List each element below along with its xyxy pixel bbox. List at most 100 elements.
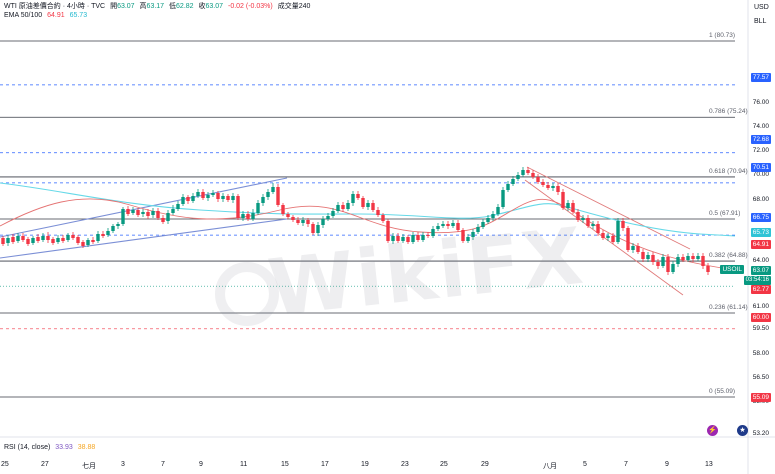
candle-body xyxy=(366,203,370,207)
candle-body xyxy=(131,210,135,213)
candle-body xyxy=(586,218,590,226)
candle-body xyxy=(76,237,80,243)
candle-body xyxy=(71,235,75,238)
candle-body xyxy=(251,213,255,219)
symbol-legend[interactable]: WTI 原油差價合約 · 4小時 · TVC 開63.07 高63.17 低62… xyxy=(4,2,313,11)
price-tag-symbol: USOIL xyxy=(720,265,744,274)
candle-body xyxy=(466,237,470,241)
price-axis-label: 68.00 xyxy=(752,196,769,203)
price-tag-red: 62.77 xyxy=(750,285,771,294)
price-tag-blue: 66.75 xyxy=(750,213,771,222)
candle-body xyxy=(521,170,525,175)
candle-body xyxy=(356,194,360,198)
rsi-legend[interactable]: RSI (14, close) 33.93 38.88 xyxy=(4,443,98,452)
candle-body xyxy=(271,187,275,192)
fib-level-label: 0.236 (61.14) xyxy=(709,303,748,311)
candle-body xyxy=(396,236,400,241)
candle-body xyxy=(226,196,230,200)
price-tag-cyan: 65.73 xyxy=(750,228,771,237)
candle-body xyxy=(301,220,305,223)
close-value: 63.07 xyxy=(205,3,224,10)
candle-body xyxy=(261,197,265,203)
candle-body xyxy=(216,193,220,199)
channel-lower-line xyxy=(0,218,288,259)
price-tag-current: 63.07 xyxy=(750,266,771,275)
ema100-value: 65.73 xyxy=(69,12,88,19)
candle-body xyxy=(386,221,390,241)
candle-body xyxy=(291,217,295,220)
candle-body xyxy=(706,266,710,272)
candle-body xyxy=(171,209,175,213)
candle-body xyxy=(61,238,65,241)
currency-label[interactable]: USD xyxy=(754,4,769,11)
fib-level-label: 0.618 (70.94) xyxy=(709,167,748,175)
rsi-label: RSI (14, close) xyxy=(4,444,51,451)
change-value: -0.02 (-0.03%) xyxy=(228,3,273,10)
candle-body xyxy=(241,214,245,218)
candle-body xyxy=(596,224,600,233)
candle-body xyxy=(686,256,690,260)
lightning-icon[interactable]: ⚡ xyxy=(707,425,718,436)
candle-body xyxy=(391,236,395,241)
candle-body xyxy=(21,236,25,240)
candle-body xyxy=(46,236,50,240)
candle-body xyxy=(186,197,190,201)
candle-body xyxy=(696,256,700,259)
price-axis-label: 72.00 xyxy=(752,147,769,154)
candle-body xyxy=(31,238,35,243)
ema50-line xyxy=(0,198,736,271)
candle-body xyxy=(641,252,645,259)
candle-body xyxy=(201,192,205,198)
candle-body xyxy=(181,197,185,204)
candle-body xyxy=(426,235,430,236)
candle-body xyxy=(231,196,235,200)
flag-us-icon[interactable]: ★ xyxy=(737,425,748,436)
date-axis-label: 15 xyxy=(281,461,289,468)
price-axis-label: 53.20 xyxy=(752,430,769,437)
ema50-value: 64.91 xyxy=(47,12,65,19)
date-axis-label: 23 xyxy=(401,461,409,468)
candle-body xyxy=(446,224,450,226)
date-axis-label: 19 xyxy=(361,461,369,468)
date-axis-label: 17 xyxy=(321,461,329,468)
candle-body xyxy=(196,192,200,196)
ema-label: EMA 50/100 xyxy=(4,12,43,19)
watermark-logo xyxy=(215,262,279,326)
candle-body xyxy=(176,204,180,209)
candle-body xyxy=(481,222,485,227)
candle-body xyxy=(421,235,425,240)
fib-level-label: 0.382 (64.88) xyxy=(709,252,748,260)
date-axis-label: 9 xyxy=(199,461,203,468)
candle-body xyxy=(451,223,455,226)
price-tag-blue: 77.57 xyxy=(750,73,771,82)
candle-body xyxy=(126,209,130,214)
candle-body xyxy=(316,225,320,233)
price-axis-label: 76.00 xyxy=(752,99,769,106)
candle-body xyxy=(406,237,410,242)
candle-body xyxy=(146,212,150,216)
candle-body xyxy=(401,237,405,241)
candle-body xyxy=(551,186,555,188)
candle-body xyxy=(616,221,620,242)
price-axis-label: 61.00 xyxy=(752,303,769,310)
candle-body xyxy=(376,210,380,215)
candle-body xyxy=(211,193,215,195)
price-tag-current-sub: 03:54:16 xyxy=(743,276,771,285)
candle-body xyxy=(381,215,385,221)
price-axis-label: 64.00 xyxy=(752,257,769,264)
unit-label[interactable]: BLL xyxy=(754,18,767,25)
ema-legend[interactable]: EMA 50/100 64.91 65.73 xyxy=(4,11,90,20)
candle-body xyxy=(611,236,615,242)
price-tag-red: 60.00 xyxy=(750,313,771,322)
candle-body xyxy=(461,230,465,241)
candle-body xyxy=(626,228,630,250)
candle-body xyxy=(621,221,625,228)
open-label: 開 xyxy=(110,3,118,10)
price-tag-blue: 70.51 xyxy=(750,163,771,172)
date-axis-label: 27 xyxy=(41,461,49,468)
candle-body xyxy=(471,232,475,237)
candle-body xyxy=(666,257,670,272)
candle-body xyxy=(476,227,480,232)
